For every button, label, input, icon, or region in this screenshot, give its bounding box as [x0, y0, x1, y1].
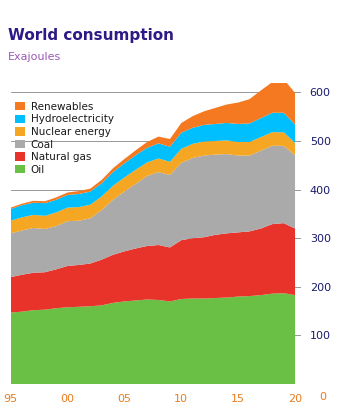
Text: World consumption: World consumption: [8, 28, 174, 43]
Legend: Renewables, Hydroelectricity, Nuclear energy, Coal, Natural gas, Oil: Renewables, Hydroelectricity, Nuclear en…: [11, 97, 118, 179]
Text: Exajoules: Exajoules: [8, 52, 61, 62]
Text: 0: 0: [319, 392, 326, 401]
